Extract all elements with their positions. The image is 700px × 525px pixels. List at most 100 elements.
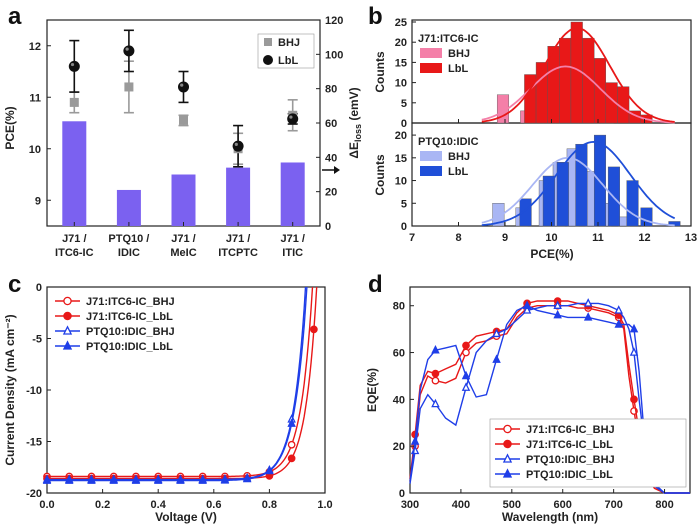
panel-a-legend: BHJ LbL bbox=[257, 33, 315, 69]
legend-label: J71:ITC6-IC_BHJ bbox=[86, 296, 175, 308]
panel-b-bottom-legend: BHJ LbL bbox=[420, 151, 470, 178]
panel-a-y2label-unit: (emV) bbox=[347, 87, 361, 124]
x-tick-label: 0.4 bbox=[151, 499, 167, 511]
histogram-bar bbox=[575, 143, 588, 227]
y-tick-label: 20 bbox=[395, 37, 407, 49]
pce-point-highlight bbox=[70, 62, 75, 67]
y2-tick-label: 60 bbox=[325, 118, 337, 130]
eqe-marker bbox=[431, 344, 440, 354]
legend-marker-icon bbox=[62, 340, 73, 350]
legend-lbl-circle-icon bbox=[263, 55, 273, 65]
gaussian-fit-line bbox=[481, 65, 675, 124]
pce-point-lbl bbox=[123, 45, 135, 57]
legend-marker-icon bbox=[62, 325, 73, 335]
panel-c-chart: 0.0 0.2 0.4 0.6 0.8 1.0 -20 -15 -10 -5 0 Voltage (… bbox=[3, 282, 333, 524]
eqe-marker bbox=[614, 319, 623, 328]
eqe-marker bbox=[431, 376, 440, 385]
y-tick-label: 12 bbox=[29, 41, 41, 53]
histogram-bar bbox=[519, 198, 532, 227]
legend-b-bottom-bhj-label: BHJ bbox=[448, 151, 470, 163]
eloss-bar bbox=[226, 167, 251, 226]
jv-marker bbox=[64, 475, 74, 484]
legend-marker-icon bbox=[63, 311, 72, 321]
pce-point-highlight bbox=[125, 47, 129, 51]
category-label: MeIC bbox=[170, 247, 196, 259]
legend-label: J71:ITC6-IC_BHJ bbox=[526, 424, 615, 436]
eqe-marker bbox=[583, 312, 593, 321]
legend-b-bottom-bhj-swatch bbox=[420, 151, 442, 161]
jv-marker bbox=[109, 475, 118, 484]
y-tick-label: 60 bbox=[393, 348, 405, 360]
x-tick-label: 11 bbox=[592, 232, 604, 244]
y2-tick-label: 40 bbox=[325, 152, 337, 164]
category-label: IDIC bbox=[118, 247, 140, 259]
pce-point-lbl bbox=[232, 140, 244, 152]
legend-marker-icon bbox=[502, 453, 513, 463]
jv-marker bbox=[176, 475, 185, 484]
y-tick-label: 11 bbox=[29, 92, 41, 104]
category-label: ITCPTC bbox=[218, 247, 258, 259]
legend-marker-icon bbox=[63, 296, 72, 306]
y2-tick-label: 20 bbox=[325, 187, 337, 199]
histogram-bar bbox=[556, 162, 569, 227]
histogram-bar bbox=[640, 207, 653, 227]
panel-d-chart: 300 400 500 600 700 800 0 20 40 60 80 Wavelength (… bbox=[365, 286, 691, 524]
eqe-curve bbox=[409, 302, 690, 494]
eqe-marker bbox=[410, 436, 420, 445]
eqe-marker bbox=[522, 300, 532, 309]
y-tick-label: 80 bbox=[393, 301, 405, 313]
legend-b-top-bhj-swatch bbox=[420, 48, 442, 58]
eqe-marker bbox=[553, 309, 562, 319]
pce-point-highlight bbox=[180, 83, 184, 87]
y-tick-label: -10 bbox=[26, 385, 42, 397]
panel-d-frame bbox=[409, 286, 691, 494]
histogram-bar bbox=[593, 58, 607, 124]
panel-label-c: c bbox=[8, 271, 21, 298]
legend-marker-icon bbox=[503, 439, 512, 449]
panel-d-legend-box bbox=[489, 418, 687, 488]
y-tick-label: 5 bbox=[401, 198, 407, 210]
x-tick-label: 0.6 bbox=[206, 499, 221, 511]
gaussian-fit-line bbox=[481, 140, 676, 226]
eqe-marker bbox=[522, 305, 532, 314]
histogram-bar bbox=[492, 203, 505, 227]
histogram-bar bbox=[626, 180, 639, 227]
pce-point-highlight bbox=[289, 115, 293, 119]
legend-label: J71:ITC6-IC_LbL bbox=[526, 439, 613, 451]
panel-b-top-legend: BHJ LbL bbox=[420, 48, 470, 75]
y-tick-label: 0 bbox=[401, 118, 407, 130]
eqe-marker bbox=[492, 354, 501, 363]
panel-a-y2label: ΔEloss (emV) bbox=[347, 87, 363, 158]
eqe-marker bbox=[431, 398, 440, 408]
legend-label: J71:ITC6-IC_LbL bbox=[86, 311, 173, 323]
panel-b-chart: 0 5 10 15 20 25 0 5 10 15 20 7 8 9 10 11 12 13 J71:ITC6-I… bbox=[373, 17, 697, 261]
x-tick-label: 8 bbox=[455, 232, 461, 244]
legend-b-top-bhj-label: BHJ bbox=[448, 48, 470, 60]
y-tick-label: -20 bbox=[26, 488, 42, 500]
eloss-bar bbox=[171, 174, 196, 226]
panel-d-legend: J71:ITC6-IC_BHJ J71:ITC6-IC_LbL PTQ10:IDIC… bbox=[489, 418, 687, 488]
legend-b-bottom-lbl-swatch bbox=[420, 166, 442, 176]
legend-label: PTQ10:IDIC_BHJ bbox=[86, 326, 175, 338]
x-tick-label: 7 bbox=[409, 232, 415, 244]
panel-d-ylabel: EQE(%) bbox=[365, 368, 379, 412]
legend-label: PTQ10:IDIC_BHJ bbox=[526, 454, 615, 466]
panel-b-bottom-title: PTQ10:IDIC bbox=[418, 136, 479, 148]
eloss-bar bbox=[280, 162, 305, 226]
eqe-marker bbox=[629, 323, 639, 333]
panel-a-y2label-main: ΔE bbox=[347, 142, 361, 159]
y-tick-label: 40 bbox=[393, 394, 405, 406]
x-tick-label: 300 bbox=[401, 499, 419, 511]
eqe-marker bbox=[492, 328, 501, 338]
legend-bhj-square-icon bbox=[264, 38, 272, 46]
jv-marker bbox=[265, 465, 274, 475]
y2-tick-label: 120 bbox=[325, 15, 343, 27]
pce-point-lbl bbox=[178, 81, 189, 93]
x-tick-label: 400 bbox=[452, 499, 470, 511]
legend-b-top-lbl-swatch bbox=[420, 63, 442, 73]
gaussian-fit-line bbox=[481, 27, 675, 123]
y2-tick-label: 80 bbox=[325, 84, 337, 96]
eqe-marker bbox=[462, 341, 470, 350]
legend-label: PTQ10:IDIC_LbL bbox=[86, 341, 173, 353]
